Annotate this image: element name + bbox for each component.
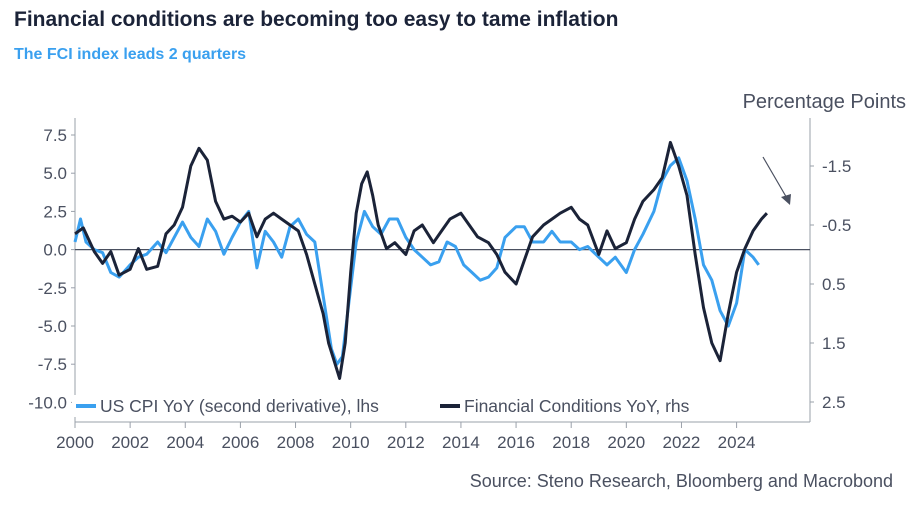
left-tick-label: 7.5 bbox=[43, 126, 67, 145]
x-tick-label: 2016 bbox=[497, 433, 535, 452]
right-tick-label: 1.5 bbox=[822, 334, 846, 353]
source-note: Source: Steno Research, Bloomberg and Ma… bbox=[469, 471, 893, 491]
legend-background bbox=[72, 395, 432, 417]
legend-label-cpi: US CPI YoY (second derivative), lhs bbox=[100, 396, 379, 416]
left-tick-label: -5.0 bbox=[38, 317, 67, 336]
x-tick-label: 2022 bbox=[663, 433, 701, 452]
annotation-arrow-shaft bbox=[762, 156, 789, 201]
chart-subtitle: The FCI index leads 2 quarters bbox=[14, 46, 247, 63]
left-tick-label: 0.0 bbox=[43, 241, 67, 260]
x-tick-label: 2014 bbox=[442, 433, 480, 452]
right-tick-label: 0.5 bbox=[822, 275, 846, 294]
x-tick-label: 2010 bbox=[332, 433, 370, 452]
left-tick-label: 2.5 bbox=[43, 202, 67, 221]
x-tick-label: 2004 bbox=[166, 433, 204, 452]
left-tick-label: -7.5 bbox=[38, 355, 67, 374]
right-tick-label: -0.5 bbox=[822, 216, 851, 235]
x-tick-label: 2020 bbox=[607, 433, 645, 452]
x-tick-label: 2008 bbox=[277, 433, 315, 452]
x-tick-label: 2024 bbox=[718, 433, 756, 452]
x-tick-label: 2000 bbox=[56, 433, 94, 452]
right-tick-label: 2.5 bbox=[822, 393, 846, 412]
legend-label-fci: Financial Conditions YoY, rhs bbox=[464, 396, 690, 416]
x-tick-label: 2012 bbox=[387, 433, 425, 452]
chart-title: Financial conditions are becoming too ea… bbox=[14, 8, 619, 31]
x-tick-label: 2006 bbox=[221, 433, 259, 452]
x-tick-label: 2018 bbox=[552, 433, 590, 452]
left-tick-label: -2.5 bbox=[38, 279, 67, 298]
annotation-arrow-head bbox=[781, 194, 791, 205]
series-line-cpi bbox=[73, 156, 760, 366]
x-tick-label: 2002 bbox=[111, 433, 149, 452]
series-line-fci bbox=[74, 140, 768, 380]
right-tick-label: -1.5 bbox=[822, 157, 851, 176]
right-axis-label: Percentage Points bbox=[743, 91, 906, 113]
left-tick-label: 5.0 bbox=[43, 164, 67, 183]
left-tick-label: -10.0 bbox=[28, 393, 67, 412]
